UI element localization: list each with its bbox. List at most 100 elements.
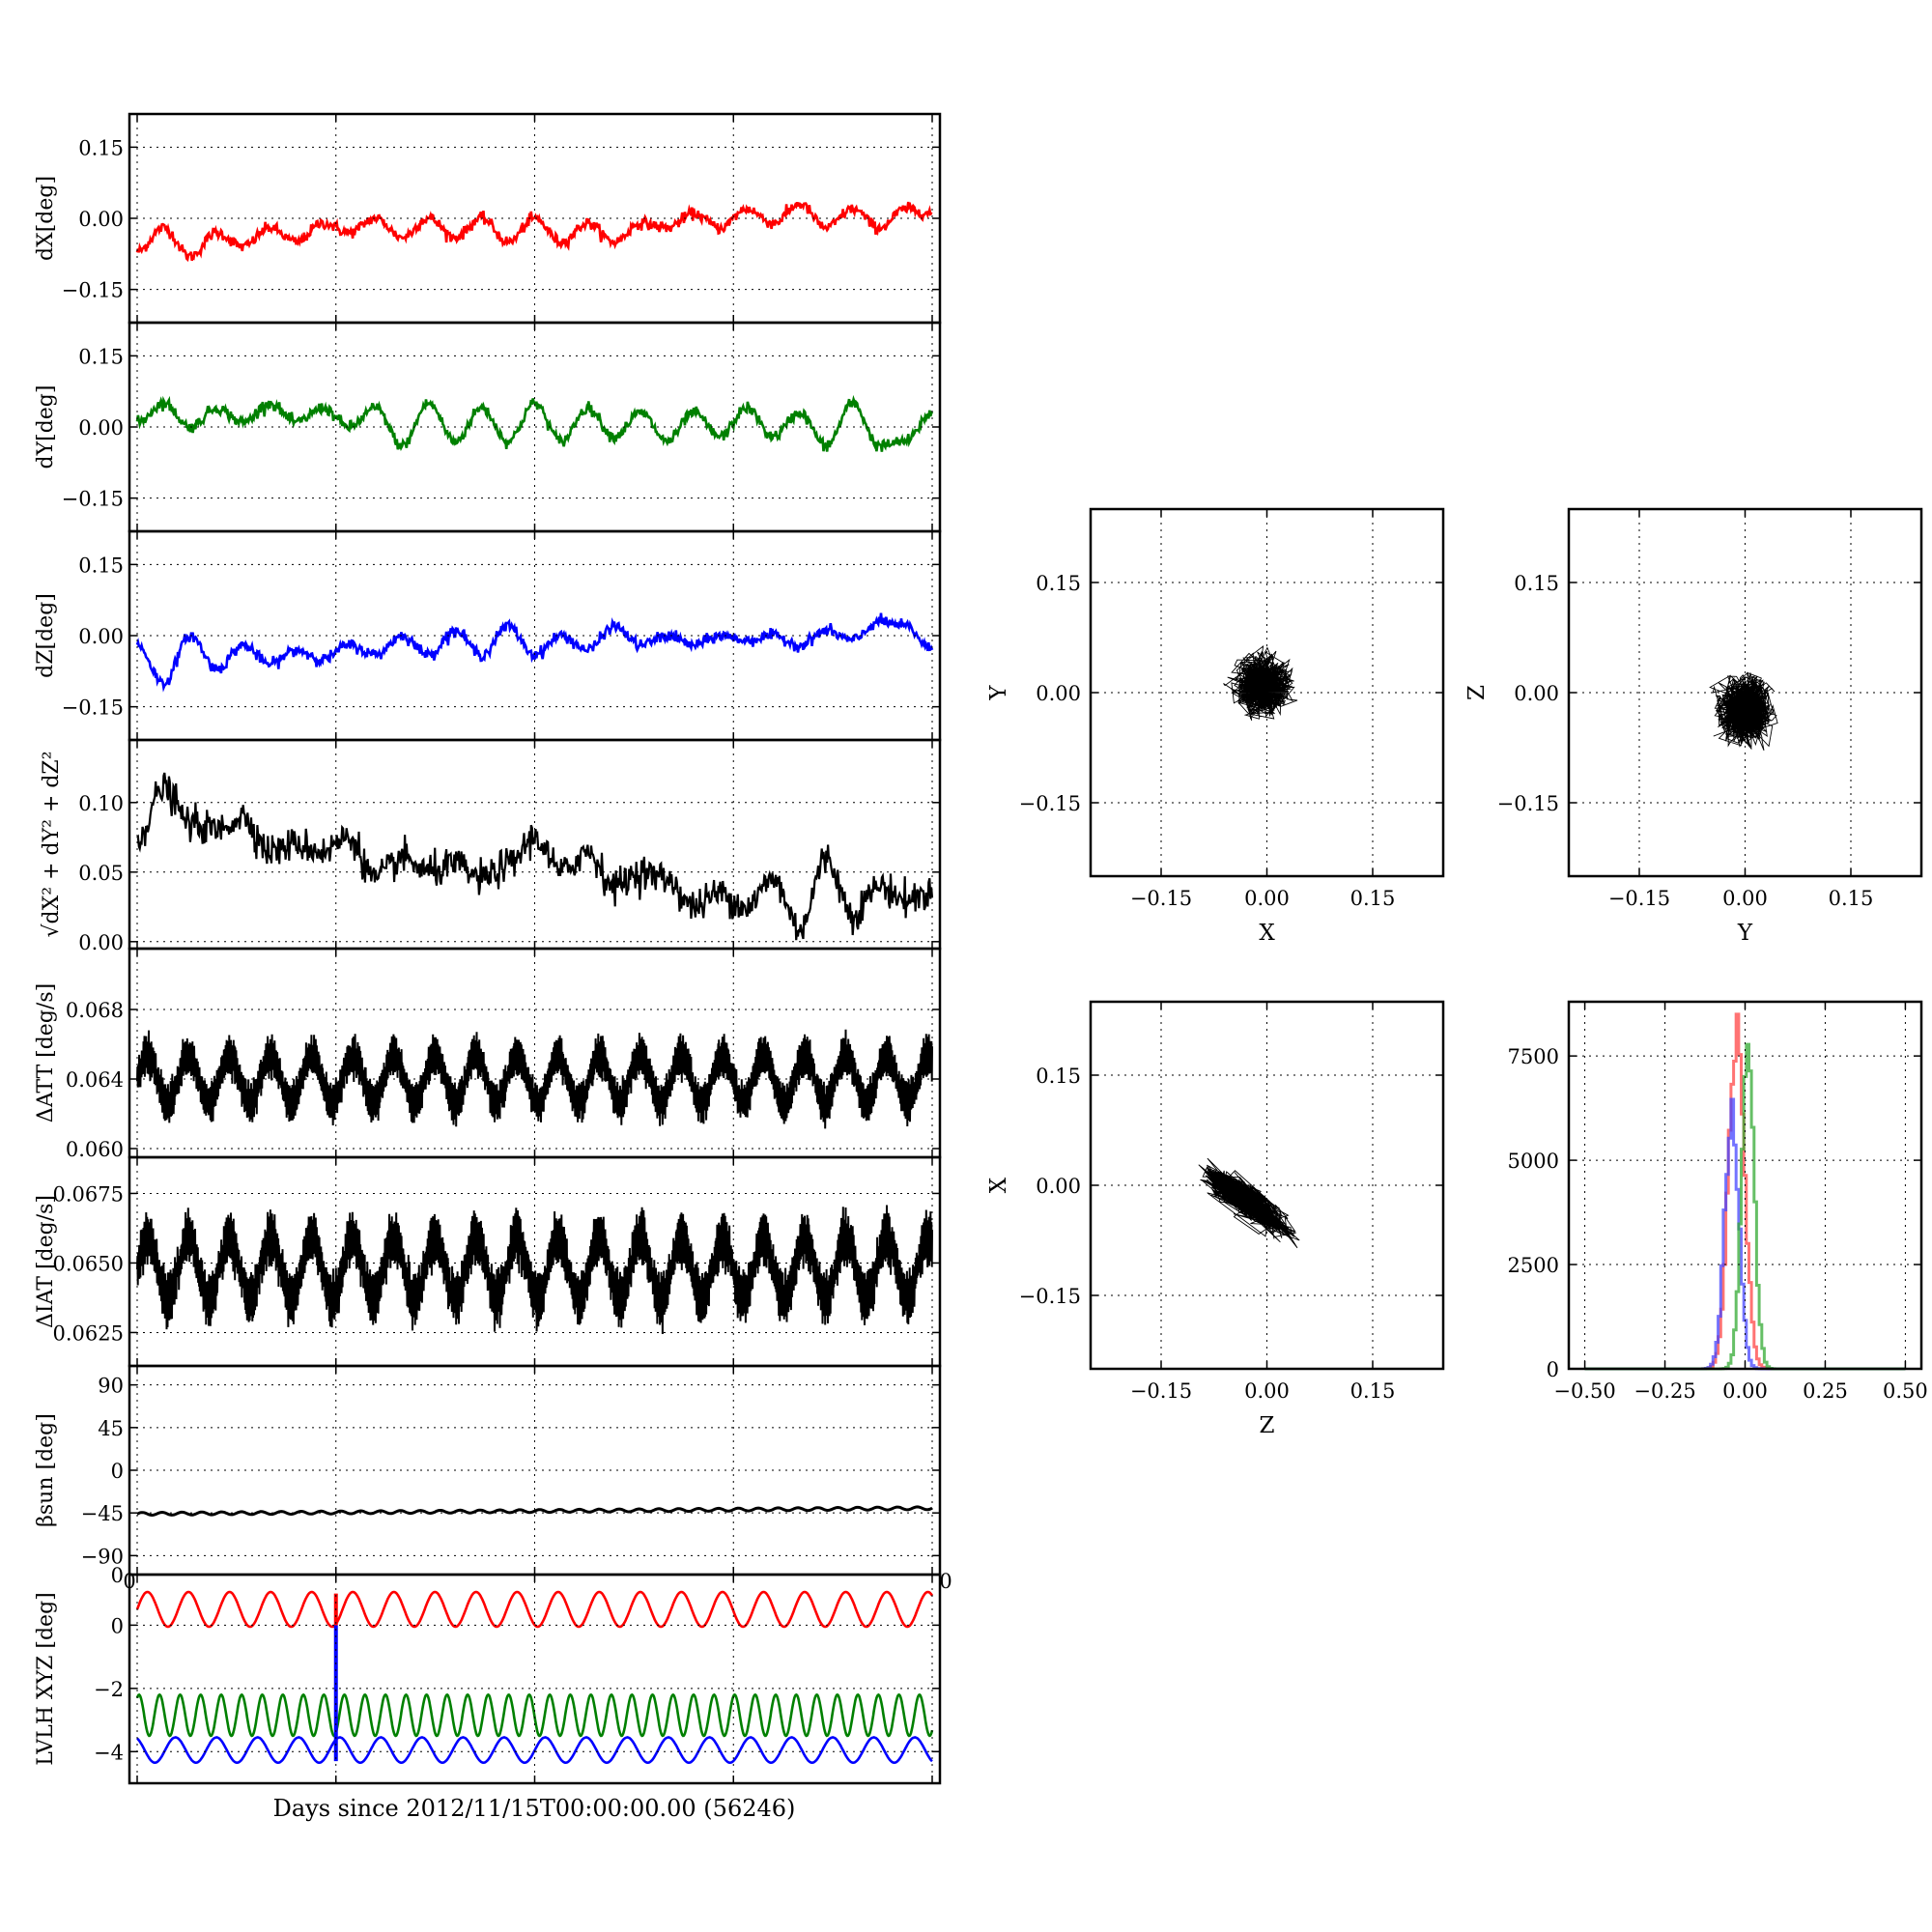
axes-frame [1567, 507, 1923, 878]
series-line [136, 1505, 933, 1518]
scatter-panel-2: −0.15 −0.15 0.00 0.00 0.15 0.15 Y Z [1464, 507, 1923, 946]
y-tick-label: −2 [94, 1678, 124, 1701]
x-tick-label: 0 [939, 1570, 952, 1593]
y-axis-label: dZ[deg] [34, 593, 58, 678]
scatter-panel-3: −0.15 −0.15 0.00 0.00 0.15 0.15 Z X [986, 1000, 1445, 1438]
y-tick-label: 0.00 [78, 931, 124, 954]
series-line [135, 394, 934, 452]
y-tick-label: 0.00 [1514, 682, 1559, 705]
timeseries-panel-5: 0.068 0.064 0.060 ΔATT [deg/s] [34, 947, 942, 1161]
y-tick-label: 0.064 [66, 1068, 124, 1092]
scatter-trace [1223, 644, 1298, 722]
x-axis-label: X [1259, 921, 1275, 946]
axes-frame [1089, 507, 1445, 878]
x-tick-label: −0.15 [1130, 887, 1192, 910]
y-tick-label: 0.05 [78, 862, 124, 885]
y-tick-label: 0.0650 [53, 1252, 124, 1275]
axes-frame [1567, 1000, 1923, 1371]
scatter-trace [1709, 671, 1778, 751]
y-tick-label: 0.00 [78, 208, 124, 231]
series-line [136, 1029, 933, 1129]
plot-area [136, 1029, 933, 1129]
x-tick-label: 0 [123, 1570, 135, 1593]
y-axis-label: dX[deg] [34, 176, 58, 261]
x-tick-label: 0.00 [1722, 1379, 1768, 1403]
y-tick-label: 0.00 [1036, 682, 1081, 705]
x-axis-label: Z [1260, 1413, 1275, 1438]
y-axis-label: X [986, 1177, 1011, 1193]
y-axis-label: βsun [deg] [34, 1413, 58, 1527]
y-tick-label: 45 [98, 1417, 124, 1440]
y-axis-label: Y [986, 685, 1011, 701]
series-line [135, 612, 934, 693]
y-tick-label: −4 [94, 1741, 124, 1764]
y-tick-label: −45 [81, 1502, 124, 1525]
y-tick-label: 0.068 [66, 999, 124, 1022]
y-tick-label: 90 [98, 1375, 124, 1398]
y-tick-label: 0.00 [78, 416, 124, 440]
axes-frame [128, 1573, 942, 1785]
y-axis-label: Z [1464, 685, 1490, 700]
x-tick-label: 0.25 [1803, 1379, 1848, 1403]
scatter-panel-1: −0.15 −0.15 0.00 0.00 0.15 0.15 X Y [986, 507, 1445, 946]
y-tick-label: −0.15 [62, 696, 124, 720]
series-line [136, 772, 934, 941]
y-tick-label: 0.0675 [53, 1182, 124, 1206]
series-line [135, 201, 933, 263]
plot-area [135, 394, 934, 452]
x-axis-label: Y [1737, 921, 1753, 946]
y-tick-label: 0.15 [1036, 572, 1081, 595]
y-tick-label: 7500 [1508, 1045, 1559, 1068]
y-tick-label: 2500 [1508, 1254, 1559, 1277]
y-tick-label: 0.10 [78, 792, 124, 815]
x-tick-label: −0.15 [1130, 1379, 1192, 1403]
axes-frame [1089, 1000, 1445, 1371]
y-tick-label: 0.15 [1514, 572, 1559, 595]
y-tick-label: −0.15 [62, 279, 124, 302]
y-tick-label: 0.15 [78, 136, 124, 159]
scatter-trace [1198, 1157, 1300, 1249]
y-tick-label: 0.060 [66, 1138, 124, 1161]
y-axis-label: LVLH XYZ [deg] [34, 1592, 58, 1766]
x-axis-label: Days since 2012/11/15T00:00:00.00 (56246… [273, 1795, 796, 1822]
plot-area [136, 772, 934, 941]
y-tick-label: −0.15 [1019, 792, 1081, 815]
x-tick-label: 0.50 [1883, 1379, 1928, 1403]
timeseries-panel-4: 0.10 0.05 0.00 √dX² + dY² + dZ² [40, 738, 942, 954]
y-tick-label: 0 [111, 1614, 124, 1637]
y-tick-label: 0.15 [78, 345, 124, 368]
x-tick-label: 0.15 [1350, 1379, 1396, 1403]
timeseries-panel-7: 90 45 0 −45 −90 βsun [deg] [34, 1364, 942, 1577]
y-axis-label: dY[deg] [34, 385, 58, 469]
plot-area [135, 201, 933, 263]
y-tick-label: −0.15 [1019, 1285, 1081, 1308]
plot-area [135, 1590, 934, 1764]
plot-area [135, 612, 934, 693]
y-axis-label: ΔIAT [deg/s] [34, 1195, 58, 1328]
y-tick-label: 0.00 [1036, 1175, 1081, 1198]
y-tick-label: 0.15 [1036, 1065, 1081, 1088]
plot-area [136, 1505, 933, 1518]
y-tick-label: −0.15 [1497, 792, 1559, 815]
y-tick-label: 5000 [1508, 1150, 1559, 1173]
y-tick-label: 0.15 [78, 554, 124, 577]
y-tick-label: 0 [111, 1460, 124, 1483]
y-tick-label: 0.0625 [53, 1321, 124, 1345]
x-tick-label: 0.00 [1244, 1379, 1290, 1403]
y-axis-label: ΔATT [deg/s] [34, 983, 58, 1122]
x-tick-label: 0.15 [1350, 887, 1396, 910]
x-tick-label: 0.15 [1829, 887, 1874, 910]
x-tick-label: 0.00 [1722, 887, 1768, 910]
series-line [135, 1692, 934, 1738]
y-tick-label: 0.00 [78, 625, 124, 648]
series-line [135, 1590, 934, 1629]
y-tick-label: −90 [81, 1545, 124, 1568]
x-tick-label: 0.00 [1244, 887, 1290, 910]
x-tick-label: −0.50 [1553, 1379, 1615, 1403]
y-axis-label: √dX² + dY² + dZ² [40, 751, 64, 937]
